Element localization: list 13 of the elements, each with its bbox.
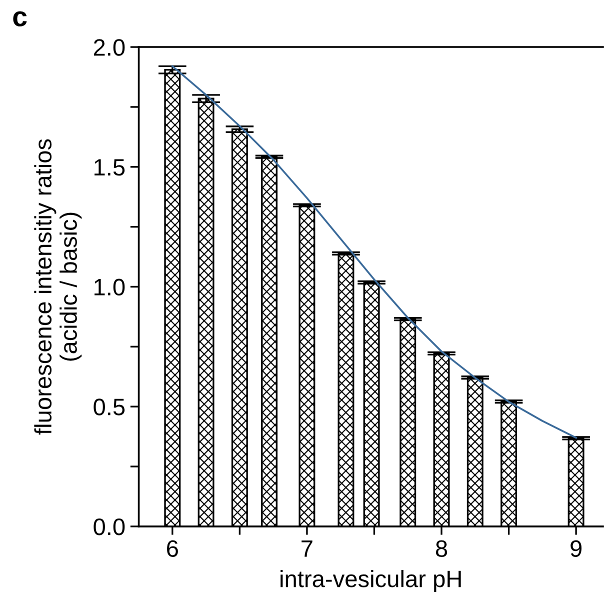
x-tick-label: 8 xyxy=(436,540,448,557)
x-axis-title: intra-vesicular pH xyxy=(280,570,461,592)
y-tick-label: 0.5 xyxy=(94,398,125,416)
y-tick-label: 0.0 xyxy=(94,518,125,536)
x-tick-label: 9 xyxy=(570,540,582,557)
y-tick-label: 1.0 xyxy=(94,278,125,296)
x-tick-label: 6 xyxy=(167,540,178,557)
line-series xyxy=(172,65,577,439)
y-tick-label: 2.0 xyxy=(94,39,125,56)
x-tick-label: 7 xyxy=(302,540,312,557)
text: c xyxy=(13,11,27,26)
y-tick-label: 1.5 xyxy=(94,159,125,176)
y-axis-title: fluorescence intensitiy ratios (acidic / basic) xyxy=(34,139,82,435)
